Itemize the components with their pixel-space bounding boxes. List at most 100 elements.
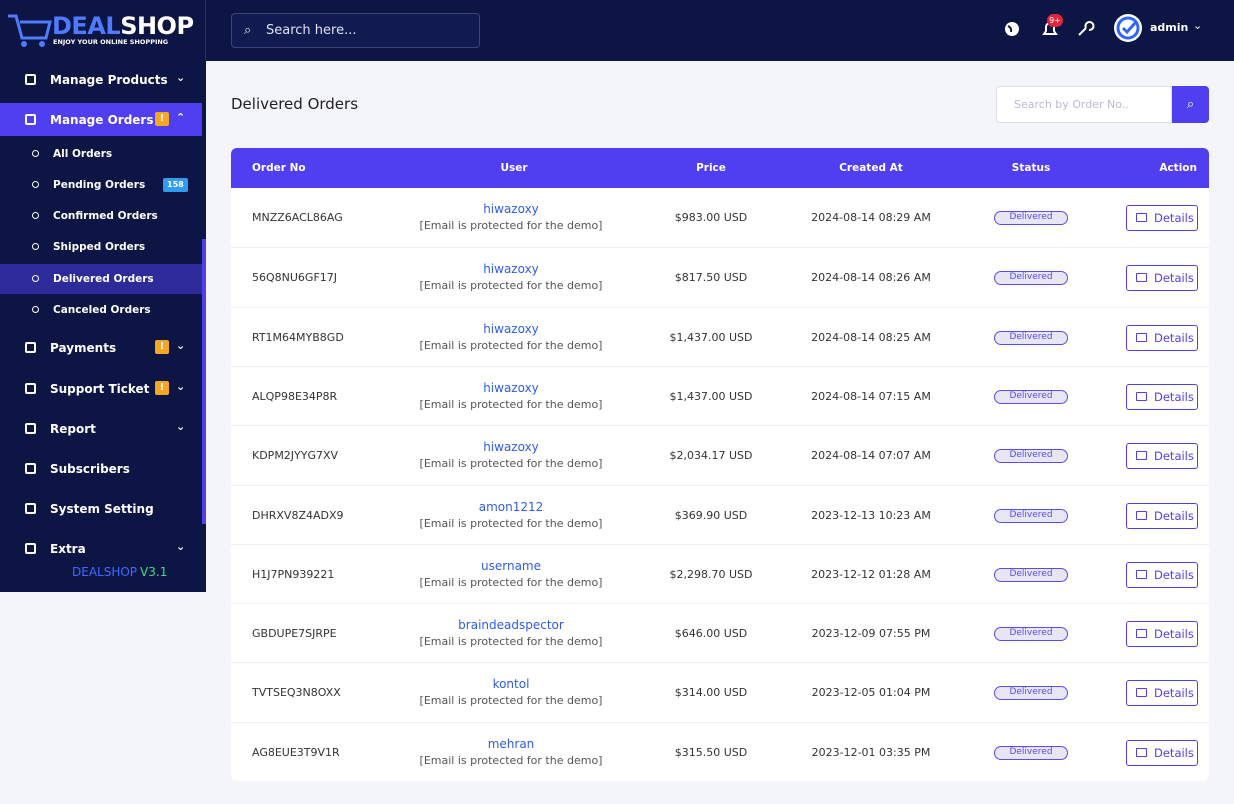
nav-subitem[interactable]: Shipped Orders (0, 232, 202, 262)
user-name[interactable]: hiwazoxy (483, 202, 539, 216)
version: DEALSHOP V3.1 (72, 565, 167, 579)
search-input[interactable]: ⌕ Search here... (231, 13, 480, 48)
nav-item[interactable]: Manage Orders! ⌃ (0, 103, 202, 136)
user-name[interactable]: username (481, 558, 541, 573)
nav-item[interactable]: Manage Products ⌄ (0, 63, 202, 96)
details-button[interactable]: Details (1126, 621, 1198, 648)
nav-item[interactable]: Report ⌄ (0, 412, 202, 445)
avatar[interactable] (1112, 12, 1144, 44)
nav-subitem[interactable]: Confirmed Orders (0, 201, 202, 231)
user-caret[interactable]: ⌄ (1193, 19, 1203, 32)
orders-table: Order No User Price Created At Status Action M… (231, 148, 1209, 781)
sub-dot (32, 150, 39, 157)
created-at: 2024-08-14 08:25 AM (811, 330, 931, 344)
order-no: RT1M64MYB8GD (252, 330, 344, 344)
sub-dot (32, 181, 39, 188)
status-badge: Delivered (994, 389, 1068, 404)
nav-label: Manage Orders (50, 112, 154, 127)
nav-icon (25, 543, 36, 554)
details-button[interactable]: Details (1126, 443, 1198, 470)
user-name[interactable]: braindeadspector (458, 618, 564, 633)
brand-a: DEAL (52, 12, 121, 40)
details-icon (1136, 629, 1147, 639)
created-at: 2023-12-09 07:55 PM (811, 627, 931, 641)
details-label: Details (1154, 271, 1194, 286)
details-button[interactable]: Details (1126, 680, 1198, 707)
nav-item[interactable]: Payments! ⌄ (0, 331, 202, 364)
user-name[interactable]: admin (1150, 21, 1189, 34)
table-row: KDPM2JYYG7XV hiwazoxy [Email is protected … (231, 425, 1209, 484)
details-button[interactable]: Details (1126, 383, 1198, 410)
order-no: H1J7PN939221 (252, 567, 335, 581)
nav-subitem[interactable]: Delivered Orders (0, 264, 202, 294)
brand: DEALSHOP ENJOY YOUR ONLINE SHOPPING (0, 0, 206, 61)
column-header: Action (1159, 162, 1197, 174)
user-name[interactable]: amon1212 (478, 499, 544, 514)
table-row: AG8EUE3T9V1R mehran [Email is protected fo… (231, 721, 1209, 781)
user-email: [Email is protected for the demo] (419, 219, 603, 232)
nav-icon (25, 114, 36, 125)
nav-caret: ⌄ (176, 339, 186, 352)
order-search-button[interactable]: ⌕ (1172, 86, 1209, 123)
user-name[interactable]: mehran (487, 736, 535, 751)
status-badge: Delivered (994, 508, 1068, 523)
sub-label: All Orders (53, 148, 113, 160)
details-button[interactable]: Details (1126, 502, 1198, 529)
nav-subitem[interactable]: All Orders (0, 139, 202, 169)
created-at: 2023-12-12 01:28 AM (811, 567, 931, 581)
details-icon (1136, 213, 1147, 222)
user-name[interactable]: kontol (492, 677, 530, 692)
order-search[interactable]: Search by Order No.. (996, 86, 1172, 123)
price: $1,437.00 USD (669, 330, 753, 344)
nav-subitem[interactable]: Canceled Orders (0, 295, 202, 325)
nav-icon (25, 342, 36, 353)
table-row: 56Q8NU6GF17J hiwazoxy [Email is protected … (231, 247, 1209, 306)
user-name[interactable]: hiwazoxy (483, 440, 539, 455)
price: $2,298.70 USD (669, 567, 753, 581)
sub-dot (32, 275, 39, 282)
order-no: 56Q8NU6GF17J (252, 271, 338, 285)
created-at: 2024-08-14 07:15 AM (811, 389, 931, 403)
nav-badge: ! (155, 340, 169, 354)
details-label: Details (1154, 330, 1194, 345)
table-row: DHRXV8Z4ADX9 amon1212 [Email is protected … (231, 484, 1209, 544)
details-button[interactable]: Details (1126, 561, 1198, 588)
nav-caret: ⌄ (176, 420, 186, 433)
nav-item[interactable]: Subscribers (0, 452, 202, 485)
user-name[interactable]: hiwazoxy (483, 380, 539, 395)
details-button[interactable]: Details (1126, 205, 1198, 231)
nav-item[interactable]: Extra ⌄ (0, 532, 202, 565)
user-email: [Email is protected for the demo] (419, 338, 603, 352)
nav-label: Manage Products (50, 72, 168, 87)
sub-dot (32, 243, 39, 250)
price: $315.50 USD (674, 745, 748, 759)
nav-caret: ⌃ (176, 111, 186, 124)
details-icon (1136, 451, 1147, 461)
price: $646.00 USD (674, 627, 748, 641)
nav-icon (25, 463, 36, 474)
table-row: RT1M64MYB8GD hiwazoxy [Email is protected … (231, 306, 1209, 366)
user-email: [Email is protected for the demo] (419, 694, 603, 708)
globe-icon[interactable] (1002, 19, 1022, 39)
order-no: MNZZ6ACL86AG (252, 211, 343, 224)
nav-item[interactable]: Support Ticket! ⌄ (0, 372, 202, 405)
nav-subitem[interactable]: Pending Orders 158 (0, 170, 202, 200)
order-no: ALQP98E34P8R (252, 389, 338, 403)
price: $369.90 USD (674, 508, 748, 522)
details-label: Details (1154, 686, 1194, 701)
details-label: Details (1154, 627, 1194, 642)
details-button[interactable]: Details (1126, 265, 1198, 292)
sub-label: Delivered Orders (53, 273, 154, 285)
user-email: [Email is protected for the demo] (419, 397, 603, 411)
details-label: Details (1154, 449, 1194, 464)
user-name[interactable]: hiwazoxy (483, 321, 539, 336)
status-badge: Delivered (994, 686, 1068, 701)
settings-icon[interactable] (1075, 19, 1095, 39)
nav-item[interactable]: System Setting (0, 492, 202, 525)
user-email: [Email is protected for the demo] (419, 516, 603, 530)
user-name[interactable]: hiwazoxy (483, 262, 539, 277)
order-no: KDPM2JYYG7XV (252, 449, 339, 463)
details-button[interactable]: Details (1126, 324, 1198, 351)
details-button[interactable]: Details (1126, 739, 1198, 766)
details-icon (1136, 510, 1147, 520)
